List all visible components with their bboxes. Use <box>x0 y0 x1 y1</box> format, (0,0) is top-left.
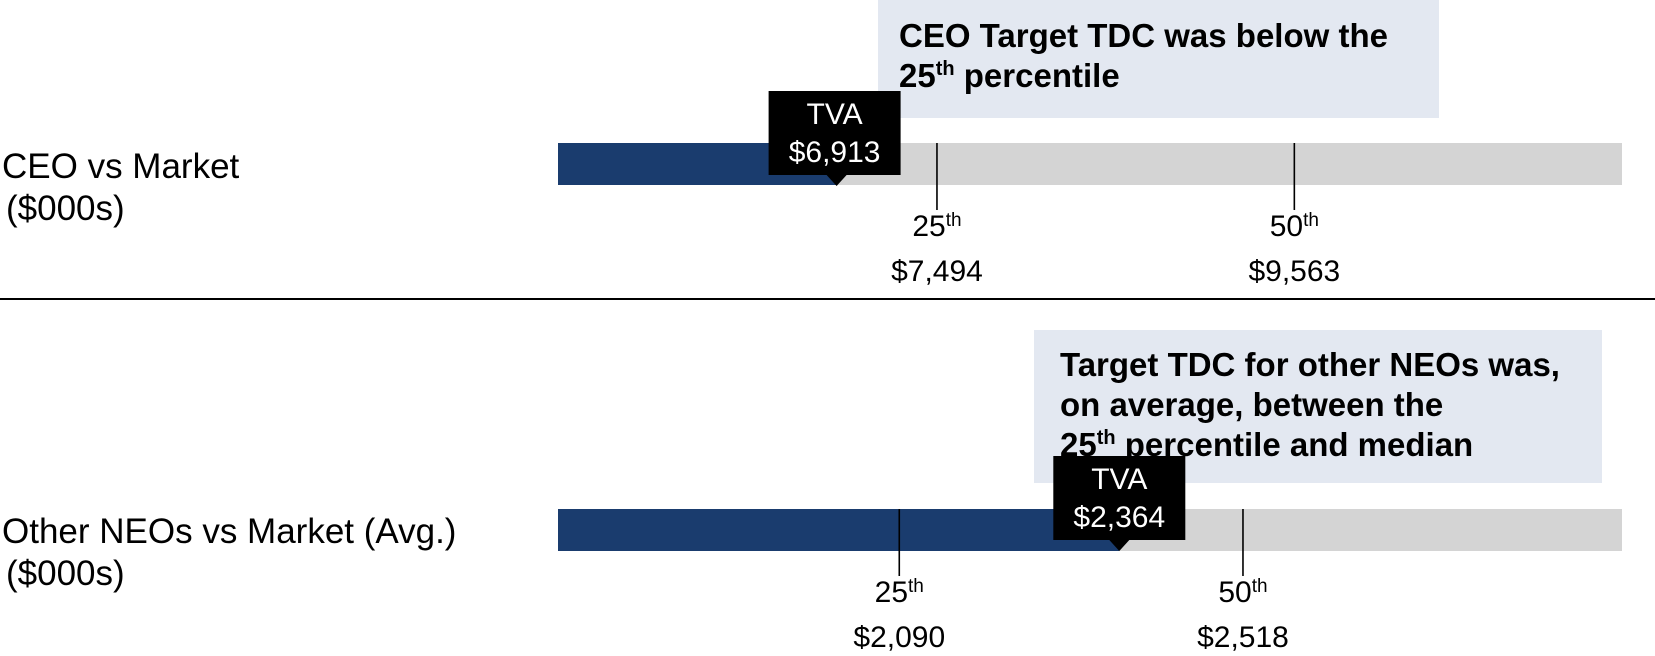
neo-row-label: Other NEOs vs Market (Avg.) ($000s) <box>2 511 456 595</box>
ceo-p50-value: $9,563 <box>1248 255 1340 288</box>
ceo-p50-label: 50th <box>1270 210 1319 243</box>
neo-tva-marker <box>1053 456 1186 551</box>
neo-value-bar <box>558 509 1120 551</box>
neo-callout-line-2: on average, between the <box>1060 386 1444 423</box>
ceo-callout-line-2: 25th percentile <box>899 57 1120 94</box>
ceo-tva-marker <box>768 91 901 186</box>
ceo-row-title: CEO vs Market <box>2 147 240 186</box>
neo-p25-label: 25th <box>875 576 924 609</box>
ceo-callout-line-1: CEO Target TDC was below the <box>899 17 1388 54</box>
ceo-row-label: CEO vs Market ($000s) <box>2 146 239 230</box>
neo-row-title: Other NEOs vs Market (Avg.) <box>2 512 457 551</box>
neo-tva-label: TVA <box>1091 463 1147 496</box>
neo-p50-value: $2,518 <box>1197 621 1289 654</box>
ceo-p25-value: $7,494 <box>891 255 983 288</box>
ceo-tva-value: $6,913 <box>789 136 881 169</box>
ceo-callout: CEO Target TDC was below the 25th percen… <box>878 0 1439 118</box>
neo-p25-value: $2,090 <box>853 621 945 654</box>
neo-row-unit: ($000s) <box>6 554 125 593</box>
ceo-p25-label: 25th <box>912 210 961 243</box>
neo-callout-line-1: Target TDC for other NEOs was, <box>1060 346 1560 383</box>
neo-p50-label: 50th <box>1218 576 1267 609</box>
neo-tva-value: $2,364 <box>1073 501 1165 534</box>
ceo-row-unit: ($000s) <box>6 189 125 228</box>
ceo-tva-label: TVA <box>807 98 863 131</box>
section-divider <box>0 298 1655 300</box>
